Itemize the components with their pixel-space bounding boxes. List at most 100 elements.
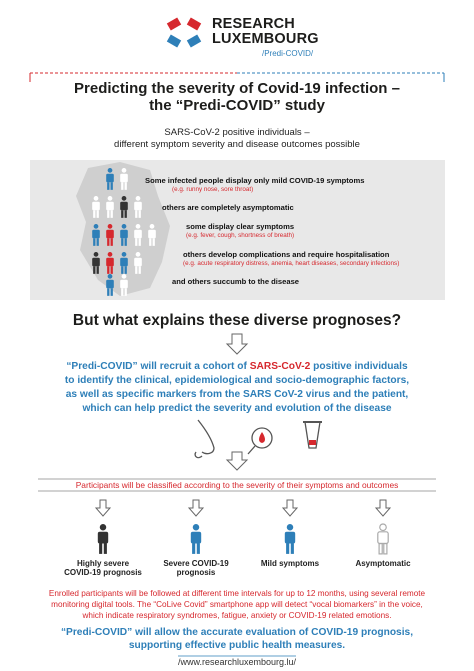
body [106, 257, 114, 267]
leg [196, 543, 200, 554]
leg [121, 288, 124, 296]
leg [124, 210, 127, 218]
leg [107, 238, 110, 246]
leg [110, 266, 113, 274]
person-icon [120, 168, 128, 190]
category-label: Asymptomatic [328, 559, 438, 568]
body [284, 531, 296, 544]
leg [103, 543, 107, 554]
person-icon [120, 196, 128, 218]
head [192, 524, 200, 531]
body [120, 173, 128, 183]
leg [135, 210, 138, 218]
body [106, 173, 114, 183]
body [92, 229, 100, 239]
leg [138, 266, 141, 274]
arrow [225, 333, 249, 355]
head [93, 224, 99, 229]
leg [110, 238, 113, 246]
recruit-text: positive individuals [310, 361, 408, 372]
brand: RESEARCH LUXEMBOURG [212, 17, 319, 47]
head [107, 274, 113, 279]
outcome-note: (e.g. runny nose, sore throat) [172, 186, 254, 193]
arrow [281, 499, 299, 517]
category-line: Asymptomatic [355, 559, 411, 568]
person-icon [92, 224, 100, 246]
person-icon [190, 524, 202, 554]
body [106, 201, 114, 211]
leg [121, 238, 124, 246]
body [106, 279, 114, 289]
leg [96, 238, 99, 246]
footer-url: /www.researchluxembourg.lu/ [177, 657, 297, 667]
head [121, 252, 127, 257]
person-icon [284, 524, 296, 554]
category-line: Severe COVID-19 [163, 559, 229, 568]
head [107, 252, 113, 257]
sample-icon [247, 427, 273, 455]
arrow [187, 499, 205, 517]
body [92, 201, 100, 211]
leg [138, 210, 141, 218]
head [93, 196, 99, 201]
followup-line: which indicate respiratory syndromes, fa… [82, 611, 392, 620]
body [120, 201, 128, 211]
leg [383, 542, 388, 555]
nose-icon [194, 419, 215, 459]
person-icon [106, 196, 114, 218]
followup-line: Enrolled participants will be followed a… [48, 589, 426, 598]
leg [124, 182, 127, 190]
title-line: the “Predi-COVID” study [149, 97, 325, 114]
leg [96, 210, 99, 218]
leg [124, 288, 127, 296]
leg [290, 543, 294, 554]
person-icon [120, 252, 128, 274]
person-icon [134, 196, 142, 218]
leg [121, 210, 124, 218]
tube-icon [303, 421, 322, 449]
person-icon [97, 524, 109, 554]
person-icon [377, 523, 389, 555]
intro-line: SARS-CoV-2 positive individuals – [164, 127, 310, 138]
outcome: some display clear symptoms [186, 222, 295, 231]
recruit-line: to identify the clinical, epidemiologica… [64, 375, 410, 386]
head [93, 252, 99, 257]
brand-line: LUXEMBOURG [212, 31, 319, 47]
leg [138, 238, 141, 246]
title-line: Predicting the severity of Covid-19 infe… [74, 80, 400, 97]
outcome: Some infected people display only mild C… [145, 176, 365, 185]
leg [124, 266, 127, 274]
leg [135, 238, 138, 246]
leg [121, 266, 124, 274]
head [135, 196, 141, 201]
leg [107, 182, 110, 190]
leg [93, 266, 96, 274]
arrow [225, 451, 249, 471]
person-icon [106, 252, 114, 274]
person-icon [106, 224, 114, 246]
brand-tag: /Predi-COVID/ [262, 49, 314, 58]
leg [107, 288, 110, 296]
person-icon [134, 252, 142, 274]
person-icon [106, 168, 114, 190]
leg [286, 543, 290, 554]
head [121, 168, 127, 173]
question: But what explains these diverse prognose… [72, 312, 402, 329]
crowd [92, 168, 156, 296]
body [92, 257, 100, 267]
category-label: Severe COVID-19 prognosis [141, 559, 251, 577]
leg [107, 210, 110, 218]
body [134, 257, 142, 267]
body [377, 531, 389, 545]
recruit-highlight: SARS-CoV-2 [249, 361, 311, 372]
leg [124, 238, 127, 246]
leg [152, 238, 155, 246]
arrow [374, 499, 392, 517]
person-icon [106, 274, 114, 296]
head [121, 196, 127, 201]
recruit-line: “Predi-COVID” will recruit a cohort of S… [0, 361, 474, 372]
body [190, 531, 202, 544]
leg [99, 543, 103, 554]
brand-line: RESEARCH [212, 16, 295, 32]
